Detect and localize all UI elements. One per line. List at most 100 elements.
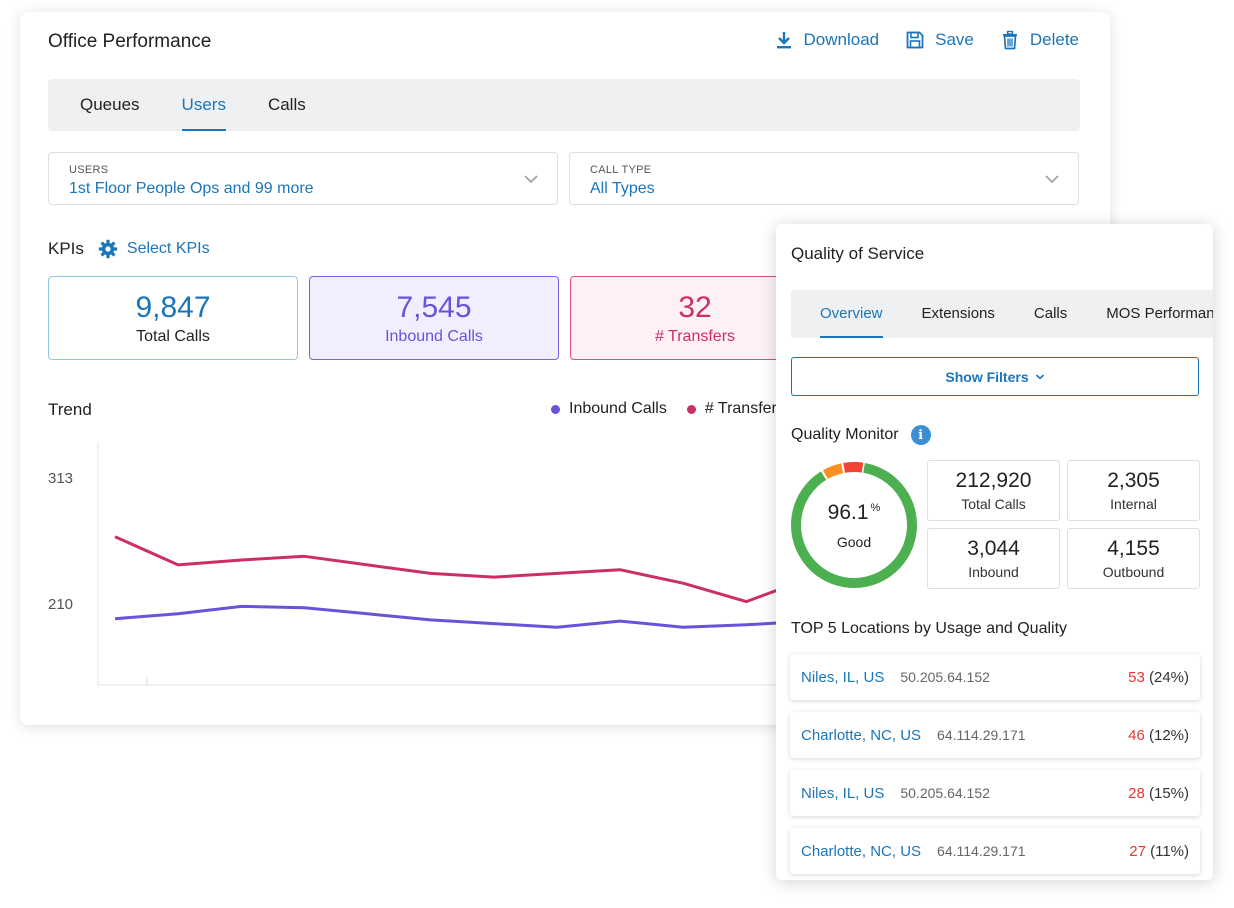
location-count: 53 — [1128, 668, 1145, 686]
location-percent: (24%) — [1148, 668, 1189, 686]
tab-mos-performance[interactable]: MOS Performance — [1106, 305, 1213, 322]
stat-label: Total Calls — [961, 496, 1026, 512]
kpi-total-calls[interactable]: 9,847 Total Calls — [48, 276, 298, 360]
location-percent: (12%) — [1148, 726, 1189, 744]
legend-item-inbound[interactable]: Inbound Calls — [551, 400, 667, 418]
stat-label: Inbound — [968, 564, 1019, 580]
location-row[interactable]: Charlotte, NC, US 64.114.29.171 46 (12%) — [790, 712, 1200, 758]
location-percent: (11%) — [1150, 842, 1189, 860]
kpi-inbound-calls[interactable]: 7,545 Inbound Calls — [309, 276, 559, 360]
location-usage: 53 (24%) — [1128, 669, 1189, 686]
location-count: 28 — [1128, 784, 1145, 802]
chevron-down-icon — [524, 175, 538, 184]
tab-calls[interactable]: Calls — [267, 95, 306, 114]
gauge-segment — [791, 462, 917, 588]
download-icon — [776, 32, 791, 49]
stat-internal: 2,305 Internal — [1067, 460, 1200, 521]
quality-of-service-card: Quality of Service Overview Extensions C… — [776, 224, 1213, 880]
tab-overview[interactable]: Overview — [820, 290, 883, 338]
location-usage: 28 (15%) — [1128, 785, 1189, 802]
qos-title: Quality of Service — [791, 244, 925, 263]
trash-icon — [1002, 30, 1017, 50]
call-type-filter-value: All Types — [590, 180, 655, 197]
location-ip: 50.205.64.152 — [900, 785, 990, 801]
legend-label: # Transfers — [704, 400, 785, 417]
chevron-down-icon — [1045, 175, 1059, 184]
y-tick-labels: 313 210 — [48, 470, 73, 613]
location-name-link[interactable]: Niles, IL, US — [801, 784, 885, 802]
users-filter-value: 1st Floor People Ops and 99 more — [69, 180, 314, 197]
legend-dot — [686, 404, 696, 414]
location-count: 46 — [1128, 726, 1145, 744]
show-filters-label: Show Filters — [945, 368, 1029, 385]
select-kpis-label: Select KPIs — [126, 240, 210, 257]
quality-monitor-header: Quality Monitor i — [791, 425, 931, 445]
legend-item-transfers[interactable]: # Transfers — [686, 400, 785, 418]
show-filters-button[interactable]: Show Filters — [791, 357, 1199, 396]
stat-value: 4,155 — [1107, 537, 1160, 560]
gauge-segment — [791, 462, 917, 588]
gauge-number: 96.1 — [827, 501, 869, 524]
delete-label: Delete — [1029, 30, 1079, 49]
location-name-link[interactable]: Charlotte, NC, US — [801, 726, 922, 744]
tab-calls[interactable]: Calls — [1033, 305, 1068, 322]
kpi-label: Total Calls — [136, 327, 210, 345]
call-type-filter-label: CALL TYPE — [590, 164, 652, 176]
save-button[interactable]: Save — [905, 30, 974, 50]
save-icon — [906, 31, 924, 49]
stat-total-calls: 212,920 Total Calls — [927, 460, 1060, 521]
stat-value: 3,044 — [967, 537, 1020, 560]
location-row[interactable]: Charlotte, NC, US 64.114.29.171 27 (11%) — [790, 828, 1200, 874]
kpi-label: # Transfers — [654, 327, 736, 345]
qos-tab-bar: Overview Extensions Calls MOS Performanc… — [791, 290, 1213, 338]
kpi-value: 7,545 — [396, 290, 472, 324]
stat-inbound: 3,044 Inbound — [927, 528, 1060, 589]
location-name-link[interactable]: Niles, IL, US — [801, 668, 885, 686]
download-label: Download — [803, 30, 880, 49]
y-tick-label: 313 — [48, 470, 73, 487]
stat-label: Outbound — [1102, 564, 1165, 580]
gauge-value: 96.1% — [788, 501, 920, 525]
kpi-value: 32 — [678, 290, 712, 324]
users-filter-dropdown[interactable]: USERS 1st Floor People Ops and 99 more — [48, 152, 558, 205]
trend-title: Trend — [48, 400, 92, 419]
location-usage: 27 (11%) — [1129, 843, 1189, 860]
tab-queues[interactable]: Queues — [80, 95, 140, 114]
download-button[interactable]: Download — [774, 30, 880, 50]
kpi-value: 9,847 — [135, 290, 211, 324]
office-actions: Download Save Delete — [774, 30, 1079, 50]
office-tab-bar: Queues Users Calls — [48, 79, 1080, 131]
y-tick-label: 210 — [48, 596, 73, 613]
location-ip: 64.114.29.171 — [937, 727, 1026, 743]
location-percent: (15%) — [1148, 784, 1189, 802]
users-filter-label: USERS — [69, 164, 109, 176]
stat-value: 2,305 — [1107, 469, 1160, 492]
location-name-link[interactable]: Charlotte, NC, US — [801, 842, 922, 860]
office-performance-title: Office Performance — [48, 31, 212, 52]
select-kpis-button[interactable]: Select KPIs — [98, 239, 210, 259]
tab-extensions[interactable]: Extensions — [921, 305, 995, 322]
stat-value: 212,920 — [955, 469, 1032, 492]
info-icon[interactable]: i — [910, 425, 931, 445]
trend-legend: Inbound Calls # Transfers — [551, 400, 785, 418]
location-ip: 50.205.64.152 — [900, 669, 990, 685]
location-row[interactable]: Niles, IL, US 50.205.64.152 53 (24%) — [790, 654, 1200, 700]
tab-users[interactable]: Users — [181, 79, 227, 131]
top5-locations-title: TOP 5 Locations by Usage and Quality — [791, 620, 1068, 637]
legend-dot — [551, 404, 560, 414]
legend-label: Inbound Calls — [569, 400, 667, 417]
call-type-filter-dropdown[interactable]: CALL TYPE All Types — [569, 152, 1079, 205]
stat-outbound: 4,155 Outbound — [1067, 528, 1200, 589]
delete-button[interactable]: Delete — [1000, 30, 1079, 50]
location-count: 27 — [1129, 842, 1146, 860]
location-ip: 64.114.29.171 — [937, 843, 1026, 859]
gauge-label: Good — [836, 534, 872, 550]
quality-monitor-title: Quality Monitor — [791, 426, 899, 443]
location-row[interactable]: Niles, IL, US 50.205.64.152 28 (15%) — [790, 770, 1200, 816]
gear-icon — [98, 239, 118, 259]
gauge-segment — [791, 462, 917, 588]
kpi-header: KPIs Select KPIs — [48, 239, 210, 259]
quality-gauge — [791, 462, 917, 588]
save-label: Save — [935, 30, 974, 49]
chevron-down-icon — [1035, 373, 1044, 380]
